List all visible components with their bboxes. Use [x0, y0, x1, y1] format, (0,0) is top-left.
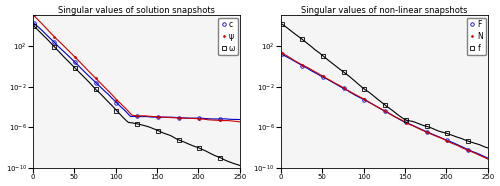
F — [382, 110, 388, 112]
c — [52, 41, 58, 44]
f — [465, 140, 471, 142]
c — [114, 102, 119, 104]
Line: N: N — [280, 51, 469, 152]
ψ — [217, 119, 223, 122]
ψ — [196, 118, 202, 120]
Line: ω: ω — [32, 24, 222, 159]
N — [465, 149, 471, 151]
f — [300, 38, 306, 41]
Line: ψ: ψ — [32, 14, 222, 122]
c — [155, 116, 161, 118]
ω — [217, 156, 223, 159]
N — [362, 98, 368, 100]
ψ — [52, 36, 58, 38]
ψ — [30, 14, 36, 17]
F — [444, 139, 450, 142]
c — [72, 61, 78, 63]
f — [444, 132, 450, 135]
Title: Singular values of non-linear snapshots: Singular values of non-linear snapshots — [301, 6, 468, 15]
ω — [30, 25, 36, 27]
N — [403, 122, 409, 124]
ω — [176, 139, 182, 141]
ψ — [155, 116, 161, 118]
f — [362, 88, 368, 90]
f — [403, 119, 409, 121]
ω — [196, 147, 202, 149]
f — [320, 55, 326, 57]
Legend: F, N, f: F, N, f — [467, 18, 485, 55]
ω — [155, 129, 161, 132]
Line: f: f — [280, 22, 469, 143]
ψ — [176, 117, 182, 119]
ψ — [114, 98, 119, 101]
ψ — [72, 56, 78, 58]
f — [278, 23, 284, 25]
N — [300, 64, 306, 66]
Title: Singular values of solution snapshots: Singular values of solution snapshots — [58, 6, 215, 15]
c — [176, 117, 182, 119]
ψ — [93, 77, 99, 79]
f — [424, 125, 430, 127]
ψ — [134, 115, 140, 117]
ω — [93, 88, 99, 91]
Legend: c, ψ, ω: c, ψ, ω — [218, 18, 238, 55]
f — [340, 71, 346, 73]
F — [340, 87, 346, 89]
Line: c: c — [32, 21, 222, 121]
F — [362, 99, 368, 101]
ω — [114, 109, 119, 112]
N — [424, 131, 430, 133]
c — [196, 117, 202, 119]
c — [134, 115, 140, 118]
F — [424, 130, 430, 133]
f — [382, 104, 388, 106]
c — [217, 118, 223, 120]
F — [278, 53, 284, 55]
F — [300, 64, 306, 67]
N — [278, 52, 284, 54]
ω — [52, 46, 58, 48]
F — [465, 148, 471, 151]
N — [320, 75, 326, 77]
F — [320, 76, 326, 78]
Line: F: F — [280, 52, 469, 151]
N — [340, 87, 346, 89]
F — [403, 121, 409, 124]
N — [382, 110, 388, 112]
ω — [134, 123, 140, 125]
N — [444, 140, 450, 142]
c — [30, 22, 36, 24]
ω — [72, 67, 78, 69]
c — [93, 81, 99, 84]
